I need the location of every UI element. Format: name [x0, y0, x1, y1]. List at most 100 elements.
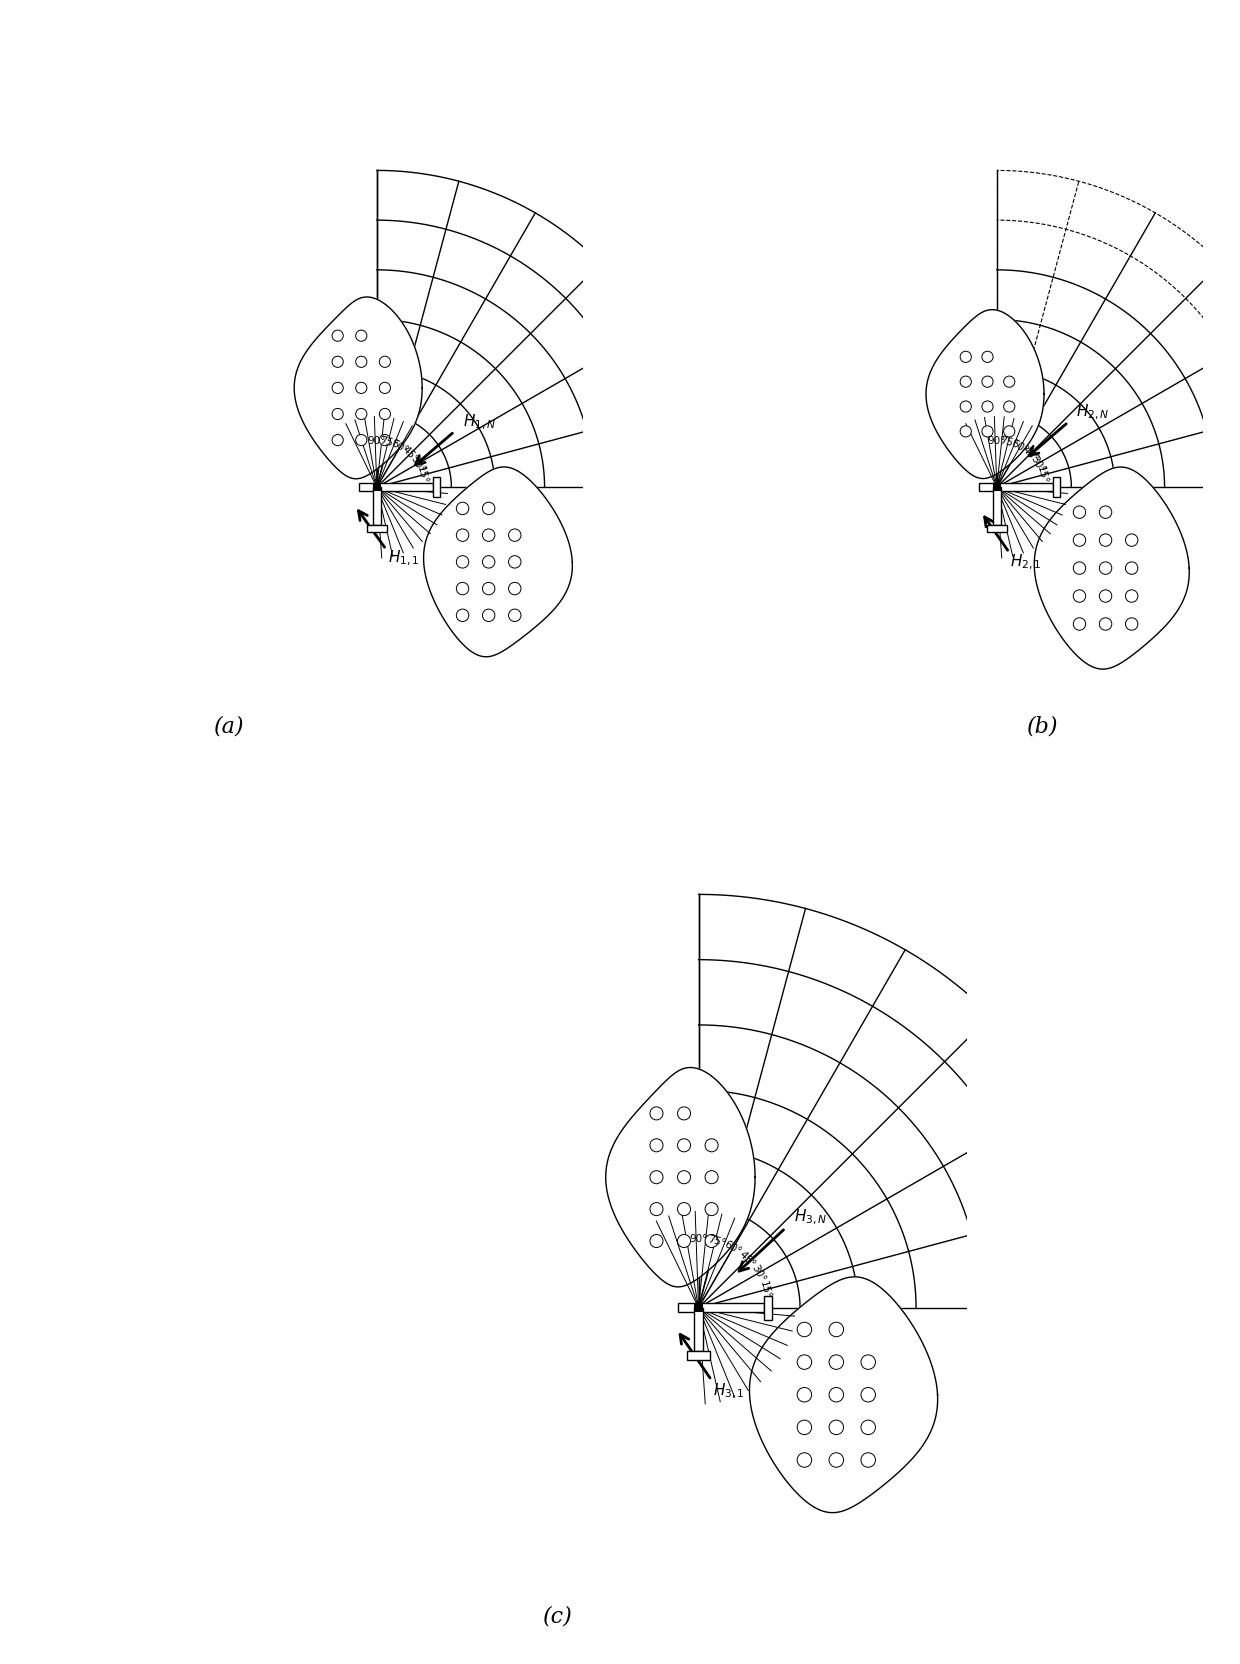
Circle shape — [456, 556, 469, 567]
Bar — [687, 1351, 711, 1359]
Bar — [980, 483, 997, 491]
Circle shape — [332, 356, 343, 368]
Circle shape — [1074, 562, 1086, 574]
Bar — [373, 488, 381, 524]
Circle shape — [677, 1171, 691, 1183]
Circle shape — [1100, 617, 1112, 631]
Circle shape — [1074, 589, 1086, 602]
Bar — [433, 478, 440, 498]
Text: (b): (b) — [1027, 716, 1059, 737]
Circle shape — [982, 426, 993, 438]
Circle shape — [861, 1354, 875, 1369]
Circle shape — [508, 582, 521, 594]
Circle shape — [1074, 506, 1086, 519]
Bar — [373, 484, 379, 491]
Circle shape — [797, 1388, 812, 1403]
Circle shape — [332, 408, 343, 419]
Circle shape — [1003, 426, 1014, 438]
Bar — [377, 483, 433, 491]
Circle shape — [456, 529, 469, 541]
Circle shape — [456, 609, 469, 622]
Text: 60°: 60° — [1009, 438, 1030, 456]
Circle shape — [982, 401, 993, 413]
Circle shape — [960, 426, 971, 438]
Circle shape — [797, 1419, 812, 1434]
Circle shape — [861, 1388, 875, 1403]
Bar — [993, 488, 1001, 524]
Circle shape — [650, 1138, 663, 1151]
Circle shape — [1126, 562, 1138, 574]
Circle shape — [982, 351, 993, 363]
Circle shape — [379, 434, 391, 446]
Polygon shape — [926, 310, 1044, 479]
Circle shape — [1074, 617, 1086, 631]
Text: (a): (a) — [215, 716, 244, 737]
Text: 15°: 15° — [414, 464, 429, 486]
Polygon shape — [424, 468, 573, 657]
Text: $H_{3,1}$: $H_{3,1}$ — [713, 1381, 744, 1401]
Text: 45°: 45° — [1019, 444, 1040, 464]
Circle shape — [830, 1388, 843, 1403]
Circle shape — [482, 529, 495, 541]
Circle shape — [677, 1138, 691, 1151]
Text: (c): (c) — [543, 1606, 573, 1627]
Circle shape — [650, 1171, 663, 1183]
Circle shape — [1074, 534, 1086, 546]
Circle shape — [861, 1419, 875, 1434]
Circle shape — [706, 1171, 718, 1183]
Bar — [993, 484, 999, 491]
Circle shape — [482, 609, 495, 622]
Circle shape — [650, 1235, 663, 1248]
Text: 60°: 60° — [723, 1240, 744, 1256]
Bar — [997, 483, 1053, 491]
Circle shape — [830, 1453, 843, 1468]
Circle shape — [482, 503, 495, 514]
Text: 75°: 75° — [998, 434, 1019, 449]
Circle shape — [830, 1354, 843, 1369]
Polygon shape — [749, 1276, 937, 1513]
Circle shape — [960, 351, 971, 363]
Text: 30°: 30° — [408, 454, 427, 474]
Circle shape — [379, 356, 391, 368]
Circle shape — [508, 529, 521, 541]
Circle shape — [456, 582, 469, 594]
Circle shape — [706, 1203, 718, 1216]
Circle shape — [650, 1107, 663, 1120]
Text: 45°: 45° — [737, 1250, 758, 1270]
Circle shape — [677, 1203, 691, 1216]
Circle shape — [508, 609, 521, 622]
Circle shape — [830, 1419, 843, 1434]
Text: $H_{1,N}$: $H_{1,N}$ — [463, 413, 496, 431]
Text: 45°: 45° — [399, 444, 420, 464]
Circle shape — [356, 329, 367, 341]
Circle shape — [650, 1203, 663, 1216]
Circle shape — [830, 1323, 843, 1336]
Text: 15°: 15° — [758, 1280, 773, 1300]
Bar — [764, 1296, 773, 1320]
Circle shape — [677, 1235, 691, 1248]
Polygon shape — [1034, 468, 1189, 669]
Circle shape — [960, 376, 971, 388]
Circle shape — [1003, 401, 1014, 413]
Text: 30°: 30° — [749, 1263, 768, 1283]
Circle shape — [356, 356, 367, 368]
Bar — [1053, 478, 1060, 498]
Circle shape — [982, 376, 993, 388]
Circle shape — [797, 1354, 812, 1369]
Circle shape — [356, 383, 367, 393]
Bar — [678, 1303, 698, 1313]
Bar — [987, 524, 1007, 532]
Polygon shape — [605, 1068, 755, 1286]
Circle shape — [960, 401, 971, 413]
Circle shape — [861, 1453, 875, 1468]
Circle shape — [1100, 534, 1112, 546]
Text: $H_{2,1}$: $H_{2,1}$ — [1011, 552, 1042, 571]
Text: $H_{3,N}$: $H_{3,N}$ — [795, 1208, 827, 1226]
Text: 90°: 90° — [689, 1233, 708, 1243]
Text: 90°: 90° — [367, 436, 386, 446]
Circle shape — [797, 1323, 812, 1336]
Text: 90°: 90° — [987, 436, 1006, 446]
Text: 75°: 75° — [706, 1235, 727, 1248]
Text: 30°: 30° — [1028, 454, 1047, 474]
Circle shape — [677, 1107, 691, 1120]
